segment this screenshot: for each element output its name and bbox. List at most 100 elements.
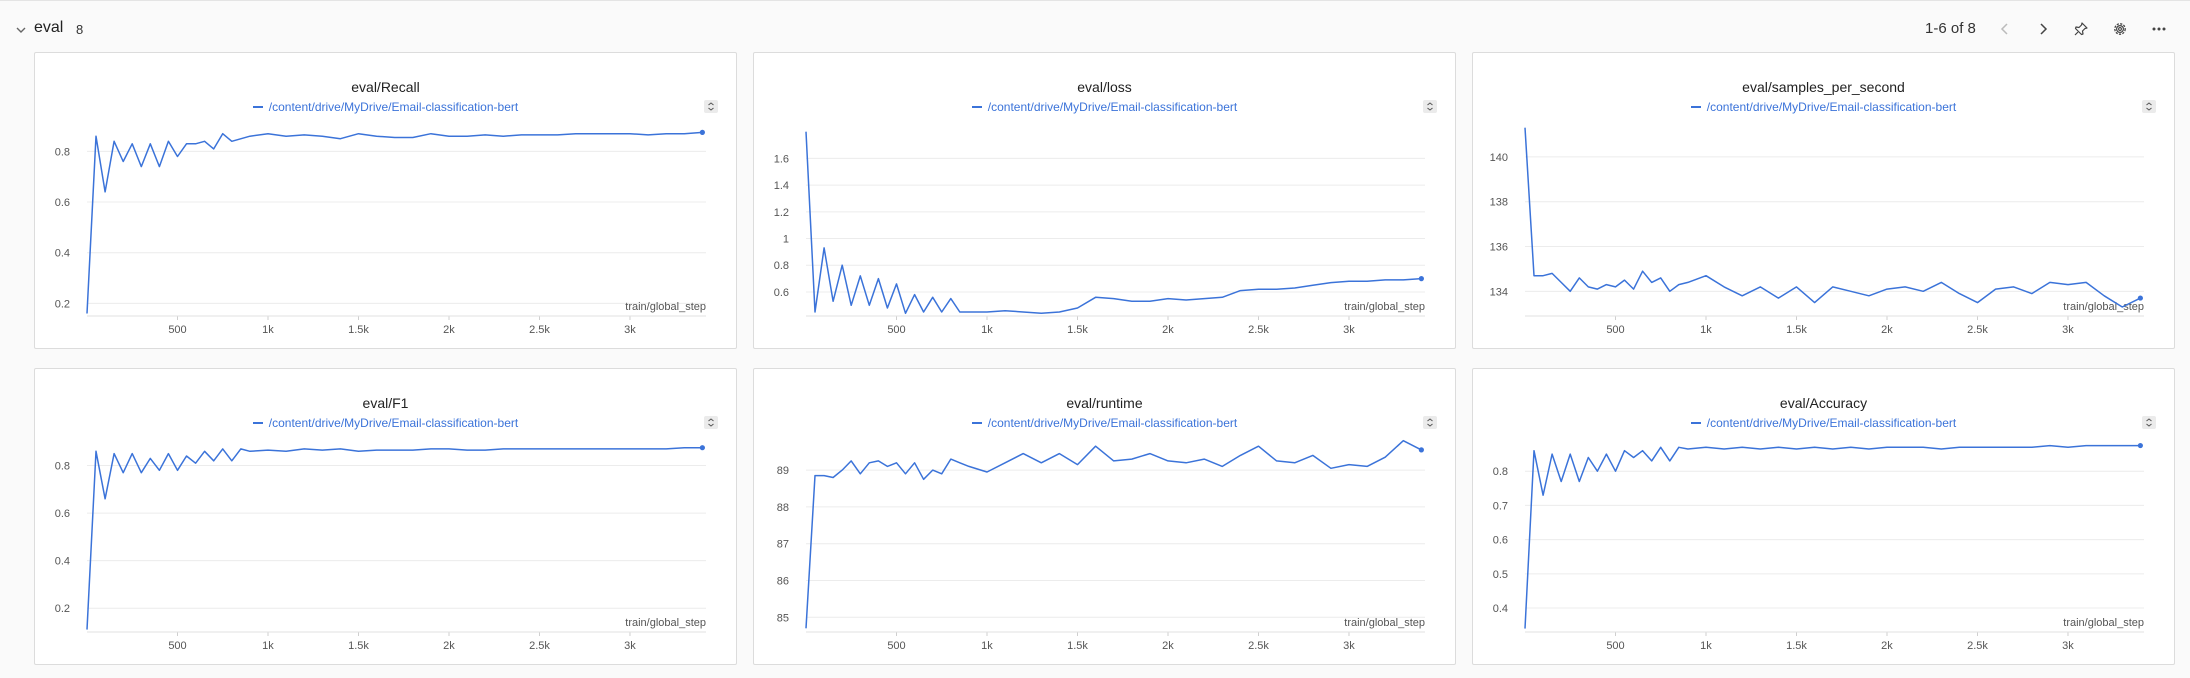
chart-legend[interactable]: /content/drive/MyDrive/Email-classificat… bbox=[1473, 100, 2174, 114]
sort-icon bbox=[708, 102, 714, 111]
x-tick-label: 3k bbox=[1343, 324, 1355, 336]
x-tick-label: 1.5k bbox=[1786, 324, 1807, 336]
chevron-down-icon[interactable] bbox=[14, 23, 28, 37]
y-tick-label: 87 bbox=[777, 539, 789, 551]
y-tick-label: 1.2 bbox=[774, 207, 789, 219]
legend-swatch bbox=[971, 105, 982, 108]
x-tick-label: 2.5k bbox=[529, 324, 550, 336]
legend-swatch bbox=[252, 105, 263, 108]
x-tick-label: 1k bbox=[1700, 324, 1712, 336]
y-tick-label: 85 bbox=[777, 612, 789, 624]
x-tick-label: 2.5k bbox=[1248, 640, 1269, 652]
series-line[interactable] bbox=[805, 439, 1422, 629]
y-tick-label: 0.6 bbox=[1493, 535, 1508, 547]
series-line[interactable] bbox=[1524, 444, 2141, 629]
x-tick-label: 2.5k bbox=[1967, 324, 1988, 336]
chart-title: eval/Accuracy bbox=[1779, 395, 1868, 411]
chart-title: eval/Recall bbox=[351, 79, 420, 95]
chart-legend[interactable]: /content/drive/MyDrive/Email-classificat… bbox=[35, 416, 736, 430]
y-tick-label: 0.4 bbox=[55, 556, 70, 568]
y-tick-label: 1.6 bbox=[774, 153, 789, 165]
line-chart[interactable]: 0.2 0.4 0.6 0.8 500 1k 1.5k 2k 2.5k 3k train/globa… bbox=[35, 369, 738, 666]
section-title[interactable]: eval bbox=[34, 19, 64, 36]
chart-legend[interactable]: /content/drive/MyDrive/Email-classificat… bbox=[754, 416, 1455, 430]
sort-icon bbox=[1427, 418, 1433, 427]
legend-label: /content/drive/MyDrive/Email-classificat… bbox=[268, 100, 519, 114]
series-end-point[interactable] bbox=[699, 129, 705, 135]
settings-button[interactable] bbox=[2108, 17, 2132, 41]
series-end-point[interactable] bbox=[2137, 442, 2143, 449]
y-tick-label: 0.2 bbox=[55, 298, 70, 310]
line-chart[interactable]: 0.6 0.8 1 1.2 1.4 1.6 500 1k 1.5k 2k 2.5k 3k train/g… bbox=[754, 53, 1457, 350]
chart-legend[interactable]: /content/drive/MyDrive/Email-classificat… bbox=[754, 100, 1455, 114]
y-tick-label: 0.4 bbox=[1493, 603, 1508, 615]
y-tick-label: 0.8 bbox=[774, 260, 789, 272]
series-line[interactable] bbox=[1524, 127, 2141, 308]
legend-toggle-button[interactable] bbox=[1423, 416, 1437, 429]
chart-legend[interactable]: /content/drive/MyDrive/Email-classificat… bbox=[35, 100, 736, 114]
series-end-point[interactable] bbox=[1418, 276, 1424, 282]
chart-title: eval/samples_per_second bbox=[1742, 79, 1905, 95]
legend-label: /content/drive/MyDrive/Email-classificat… bbox=[1706, 416, 1957, 430]
x-tick-label: 1k bbox=[262, 640, 274, 652]
section-header: eval 8 1-6 of 8 bbox=[0, 1, 2190, 53]
legend-toggle-button[interactable] bbox=[1423, 100, 1437, 113]
chart-title: eval/loss bbox=[1077, 79, 1132, 95]
chart-panel[interactable]: eval/loss /content/drive/MyDrive/Email-c… bbox=[753, 52, 1456, 349]
line-chart[interactable]: 0.2 0.4 0.6 0.8 500 1k 1.5k 2k 2.5k 3k train/globa… bbox=[35, 53, 738, 350]
x-tick-label: 1k bbox=[981, 640, 993, 652]
line-chart[interactable]: 134 136 138 140 500 1k 1.5k 2k 2.5k 3k train/globa… bbox=[1473, 53, 2176, 350]
more-options-button[interactable] bbox=[2147, 17, 2171, 41]
chart-panel[interactable]: eval/Accuracy /content/drive/MyDrive/Ema… bbox=[1472, 368, 2175, 665]
series-end-point[interactable] bbox=[699, 445, 705, 451]
legend-label: /content/drive/MyDrive/Email-classificat… bbox=[987, 100, 1238, 114]
chart-legend[interactable]: /content/drive/MyDrive/Email-classificat… bbox=[1473, 416, 2174, 430]
series-end-point[interactable] bbox=[2137, 295, 2143, 301]
y-tick-label: 0.8 bbox=[55, 146, 70, 158]
y-tick-label: 86 bbox=[777, 575, 789, 587]
pin-button[interactable] bbox=[2069, 17, 2093, 41]
legend-toggle-button[interactable] bbox=[704, 100, 718, 113]
series-line[interactable] bbox=[86, 446, 703, 630]
chart-panel[interactable]: eval/Recall /content/drive/MyDrive/Email… bbox=[34, 52, 737, 349]
x-tick-label: 2k bbox=[443, 324, 455, 336]
series-line[interactable] bbox=[86, 131, 703, 314]
x-tick-label: 3k bbox=[2062, 324, 2074, 336]
legend-toggle-button[interactable] bbox=[2142, 416, 2156, 429]
y-tick-label: 0.7 bbox=[1493, 500, 1508, 512]
y-tick-label: 1.4 bbox=[774, 180, 789, 192]
chart-panel[interactable]: eval/samples_per_second /content/drive/M… bbox=[1472, 52, 2175, 349]
x-tick-label: 3k bbox=[624, 640, 636, 652]
x-tick-label: 1.5k bbox=[348, 324, 369, 336]
chart-panel[interactable]: eval/F1 /content/drive/MyDrive/Email-cla… bbox=[34, 368, 737, 665]
x-tick-label: 2k bbox=[443, 640, 455, 652]
series-line[interactable] bbox=[805, 131, 1422, 315]
x-axis-title: train/global_step bbox=[1344, 301, 1425, 313]
legend-toggle-button[interactable] bbox=[704, 416, 718, 429]
x-tick-label: 1.5k bbox=[1786, 640, 1807, 652]
sort-icon bbox=[2146, 102, 2152, 111]
chart-panel[interactable]: eval/runtime /content/drive/MyDrive/Emai… bbox=[753, 368, 1456, 665]
x-tick-label: 500 bbox=[168, 324, 186, 336]
chart-title: eval/runtime bbox=[1066, 395, 1143, 411]
line-chart[interactable]: 0.4 0.5 0.6 0.7 0.8 500 1k 1.5k 2k 2.5k 3k train/gl… bbox=[1473, 369, 2176, 666]
panel-count-badge: 8 bbox=[76, 22, 84, 37]
series-end-point[interactable] bbox=[1418, 447, 1424, 453]
chevron-right-icon bbox=[2040, 23, 2048, 35]
legend-toggle-button[interactable] bbox=[2142, 100, 2156, 113]
x-tick-label: 1.5k bbox=[1067, 324, 1088, 336]
x-tick-label: 1.5k bbox=[1067, 640, 1088, 652]
y-tick-label: 134 bbox=[1490, 286, 1508, 298]
line-chart[interactable]: 85 86 87 88 89 500 1k 1.5k 2k 2.5k 3k train/global_… bbox=[754, 369, 1457, 666]
next-page-button[interactable] bbox=[2031, 17, 2055, 41]
x-tick-label: 2k bbox=[1162, 640, 1174, 652]
y-tick-label: 0.8 bbox=[55, 461, 70, 473]
y-tick-label: 138 bbox=[1490, 197, 1508, 209]
x-tick-label: 500 bbox=[1606, 324, 1624, 336]
sort-icon bbox=[2146, 418, 2152, 427]
prev-page-button[interactable] bbox=[1993, 17, 2017, 41]
y-tick-label: 0.6 bbox=[774, 287, 789, 299]
x-tick-label: 1.5k bbox=[348, 640, 369, 652]
x-tick-label: 500 bbox=[887, 640, 905, 652]
x-tick-label: 2k bbox=[1162, 324, 1174, 336]
